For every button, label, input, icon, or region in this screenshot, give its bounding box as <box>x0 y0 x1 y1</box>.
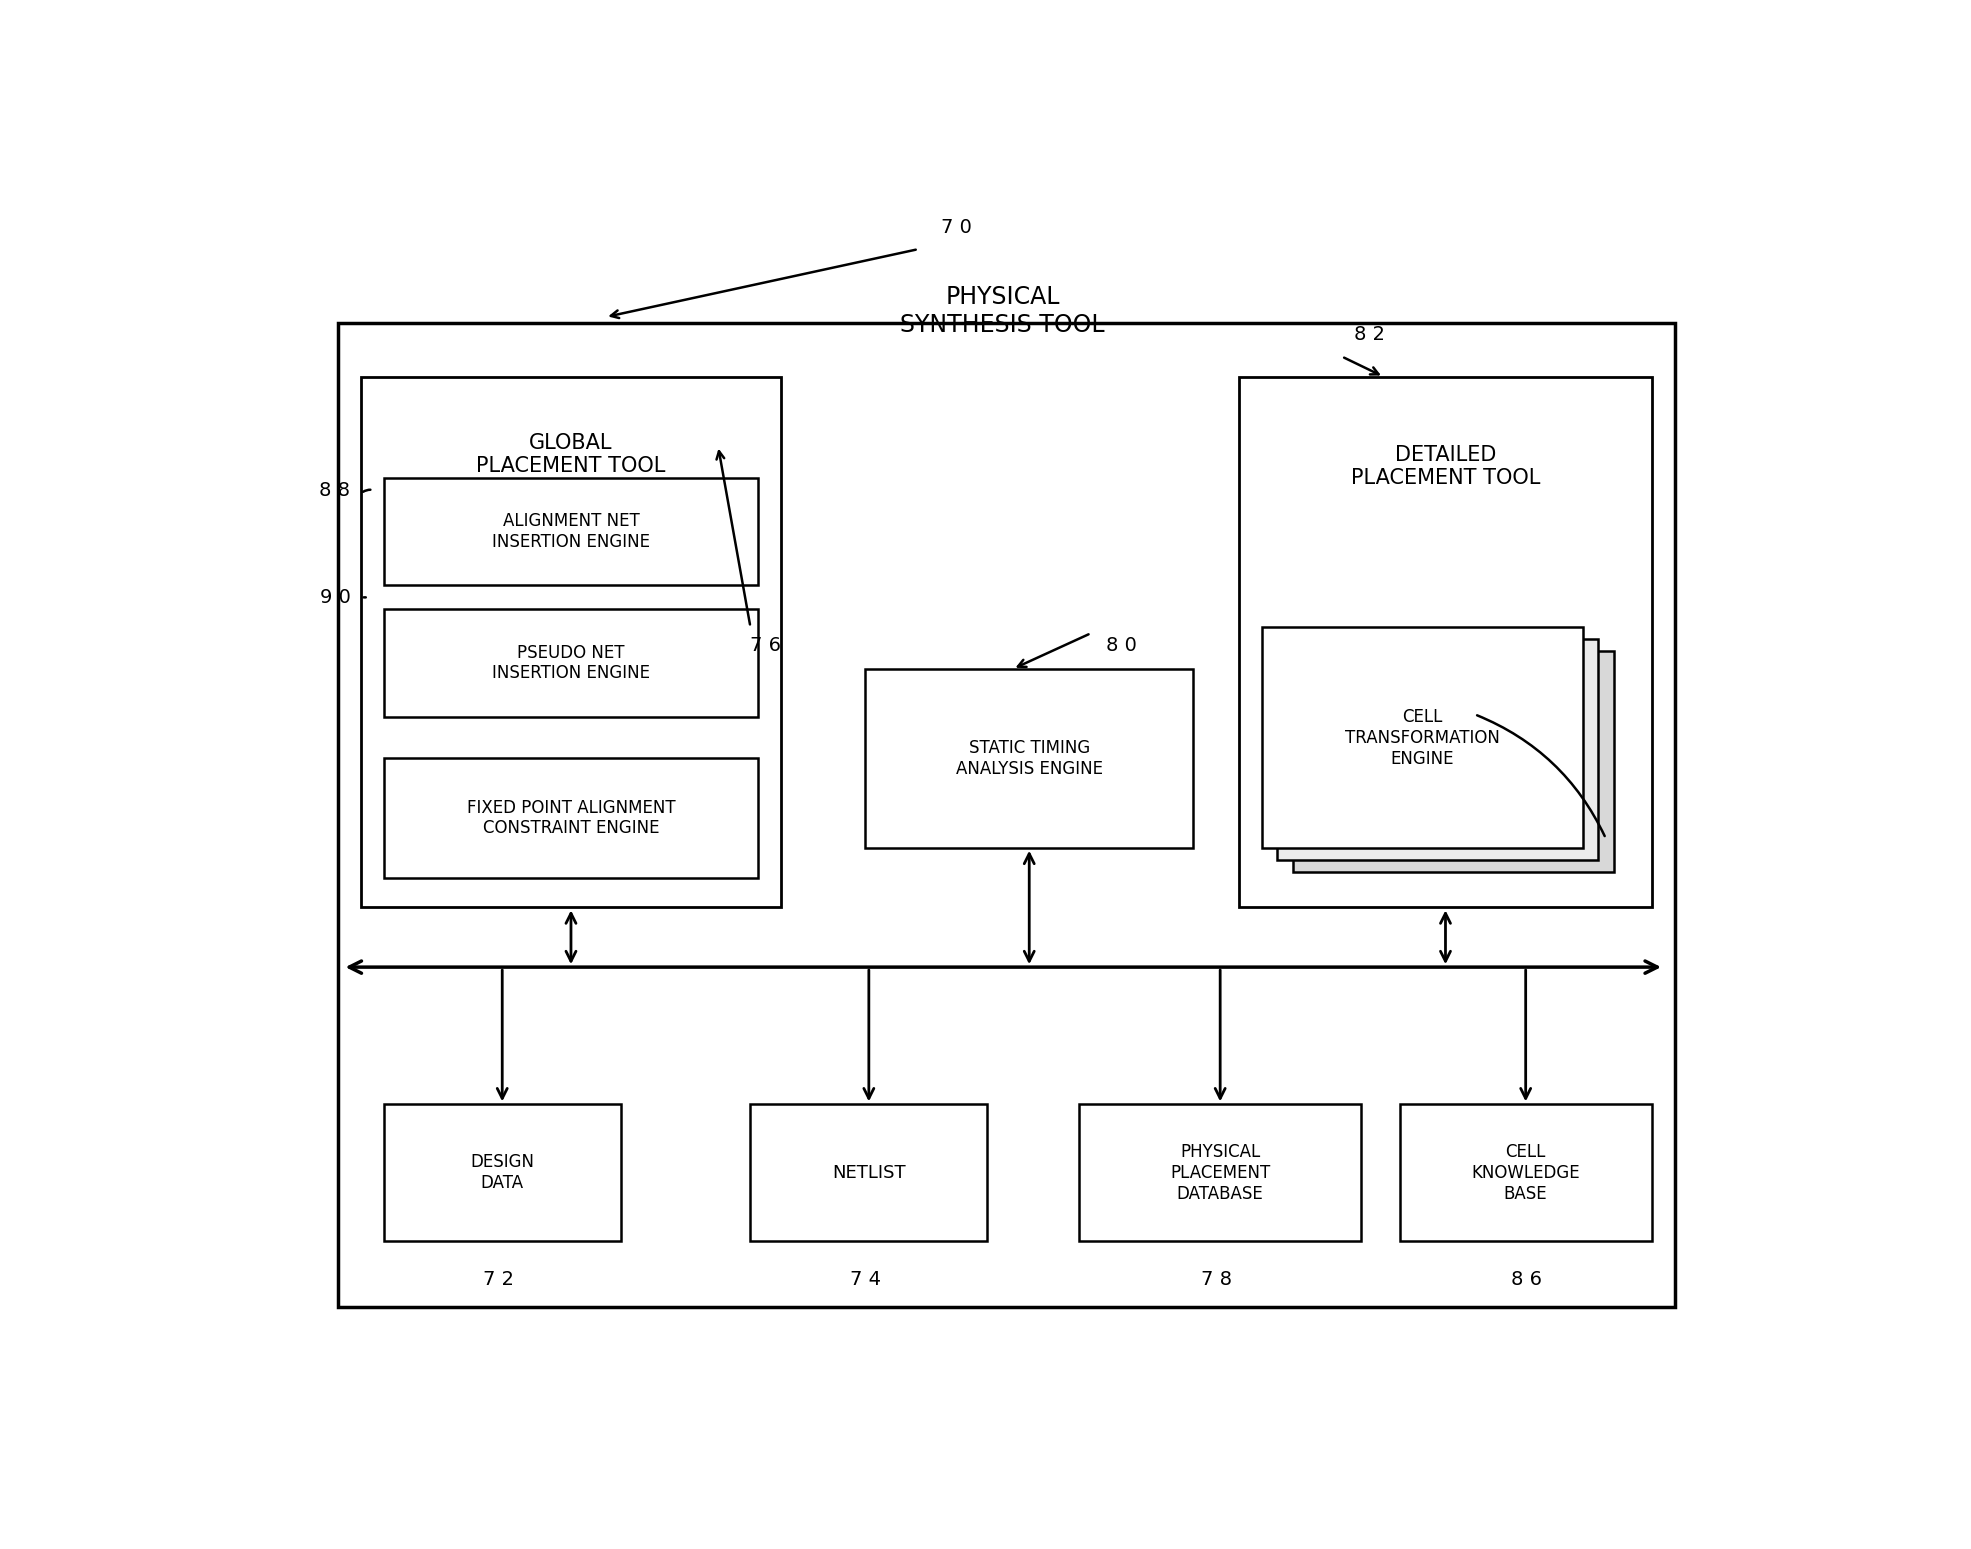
Bar <box>339 324 1675 1307</box>
Text: 8 8: 8 8 <box>319 480 351 499</box>
Text: 7 2: 7 2 <box>483 1270 514 1289</box>
Bar <box>384 759 759 878</box>
Text: 7 4: 7 4 <box>850 1270 881 1289</box>
Bar <box>384 479 759 586</box>
Bar <box>1293 651 1614 872</box>
Text: 8 6: 8 6 <box>1512 1270 1541 1289</box>
Text: 8 0: 8 0 <box>1106 635 1137 655</box>
Bar <box>865 669 1194 847</box>
Text: PHYSICAL
SYNTHESIS TOOL: PHYSICAL SYNTHESIS TOOL <box>901 285 1106 338</box>
Bar <box>361 376 781 908</box>
Text: NETLIST: NETLIST <box>832 1163 905 1182</box>
Text: 7 0: 7 0 <box>942 218 972 237</box>
Bar <box>1240 376 1652 908</box>
Text: FIXED POINT ALIGNMENT
CONSTRAINT ENGINE: FIXED POINT ALIGNMENT CONSTRAINT ENGINE <box>467 799 676 838</box>
Text: DESIGN
DATA: DESIGN DATA <box>471 1154 534 1193</box>
Text: 7 6: 7 6 <box>751 635 781 655</box>
Text: 8 4: 8 4 <box>1486 719 1518 737</box>
Bar <box>1277 640 1598 860</box>
Text: CELL
KNOWLEDGE
BASE: CELL KNOWLEDGE BASE <box>1472 1143 1581 1202</box>
Text: 8 2: 8 2 <box>1354 325 1384 344</box>
Text: GLOBAL
PLACEMENT TOOL: GLOBAL PLACEMENT TOOL <box>477 432 666 476</box>
Text: 9 0: 9 0 <box>319 589 351 607</box>
Text: CELL
TRANSFORMATION
ENGINE: CELL TRANSFORMATION ENGINE <box>1344 708 1500 768</box>
Bar <box>1399 1104 1652 1241</box>
Text: 7 8: 7 8 <box>1200 1270 1232 1289</box>
Text: STATIC TIMING
ANALYSIS ENGINE: STATIC TIMING ANALYSIS ENGINE <box>956 739 1102 778</box>
Bar <box>384 1104 621 1241</box>
Bar <box>1078 1104 1362 1241</box>
Bar <box>384 609 759 717</box>
Text: PSEUDO NET
INSERTION ENGINE: PSEUDO NET INSERTION ENGINE <box>493 643 650 683</box>
Text: ALIGNMENT NET
INSERTION ENGINE: ALIGNMENT NET INSERTION ENGINE <box>493 513 650 551</box>
Bar <box>1261 627 1583 847</box>
Text: DETAILED
PLACEMENT TOOL: DETAILED PLACEMENT TOOL <box>1350 445 1539 488</box>
Text: PHYSICAL
PLACEMENT
DATABASE: PHYSICAL PLACEMENT DATABASE <box>1171 1143 1269 1202</box>
Bar <box>751 1104 987 1241</box>
